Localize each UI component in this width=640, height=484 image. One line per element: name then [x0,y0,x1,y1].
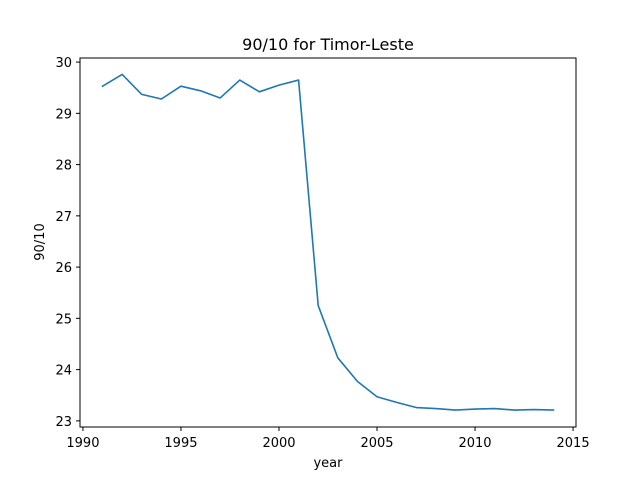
data-point [278,84,280,86]
y-axis-label: 90/10 [33,223,48,260]
data-point [454,409,457,411]
x-tick-label: 1995 [164,436,197,451]
data-point [239,79,241,81]
data-point [297,79,300,81]
data-point [258,91,260,93]
data-point [317,304,319,307]
x-tick-label: 2005 [360,436,393,451]
data-point [219,97,221,99]
data-point [160,98,162,100]
y-tick-label: 30 [55,56,72,71]
x-tick-label: 1990 [66,436,99,451]
data-point [474,408,476,410]
y-tick-label: 29 [55,107,72,122]
x-axis-ticks: 1990 1995 2000 2005 2010 2015 [66,427,590,451]
series-line [101,73,555,411]
y-axis-ticks: 23 24 25 26 27 28 29 30 [55,56,80,430]
data-point [356,380,359,382]
data-point [101,85,104,87]
data-point [552,409,555,411]
x-tick-label: 2010 [458,436,491,451]
data-point [396,401,398,403]
series-layer [101,73,555,411]
y-tick-label: 24 [55,364,72,379]
data-point [513,409,515,411]
x-tick-label: 2015 [557,436,590,451]
data-point [376,396,378,398]
y-tick-label: 26 [55,261,72,276]
x-tick-label: 2000 [262,436,295,451]
data-point [180,85,182,87]
data-point [337,357,339,359]
y-tick-label: 25 [55,312,72,327]
data-point [199,90,202,92]
y-tick-label: 23 [55,415,72,430]
plot-area-frame [79,57,577,428]
data-point [494,407,496,410]
data-point [121,73,123,75]
data-point [435,407,437,410]
data-point [141,93,143,95]
data-point [415,406,417,409]
chart-title: 90/10 for Timor-Leste [242,35,414,54]
y-tick-label: 28 [55,159,72,174]
data-point [533,408,535,411]
x-axis-label: year [313,456,343,471]
y-tick-label: 27 [55,210,72,225]
